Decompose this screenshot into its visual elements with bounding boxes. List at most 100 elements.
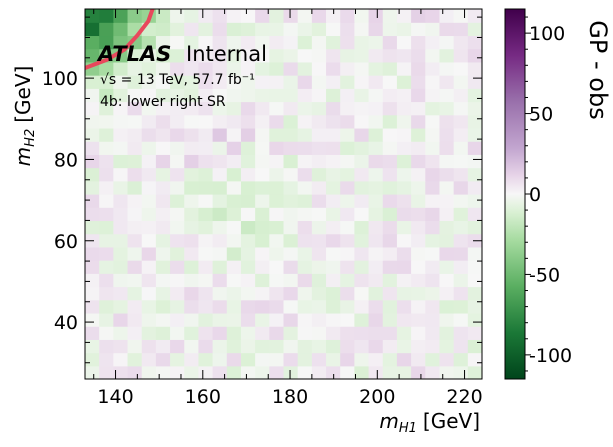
heatmap-cell [184, 167, 200, 182]
heatmap-cell [198, 233, 214, 248]
y-tick-labels: 40 60 80 100 [42, 68, 78, 334]
heatmap-cell [467, 180, 482, 195]
heatmap-cell [113, 9, 129, 23]
heatmap-cell [226, 286, 242, 301]
heatmap-cell [226, 88, 242, 103]
heatmap-cell [240, 9, 256, 23]
heatmap-cell [354, 127, 370, 142]
heatmap-cell [198, 101, 214, 116]
heatmap-cell [212, 9, 228, 23]
heatmap-cell [198, 114, 214, 129]
heatmap-cell [113, 194, 129, 208]
heatmap-cell [141, 365, 157, 379]
heatmap-cell [368, 127, 384, 142]
heatmap-cell [340, 127, 355, 142]
heatmap-cell [255, 352, 270, 367]
heatmap-cell [354, 9, 370, 23]
heatmap-cell [297, 299, 313, 314]
heatmap-cell [141, 194, 157, 208]
heatmap-cell [382, 61, 398, 76]
heatmap-cell [340, 48, 355, 63]
heatmap-cell [198, 141, 214, 155]
heatmap-cell [226, 233, 242, 248]
heatmap-cell [382, 101, 398, 116]
heatmap-cell [255, 286, 270, 301]
heatmap-cell [439, 154, 455, 169]
heatmap-cell [297, 35, 313, 50]
heatmap-cell [170, 352, 185, 367]
heatmap-cell [453, 352, 469, 367]
heatmap-cell [198, 339, 214, 354]
heatmap-cell [411, 127, 426, 142]
heatmap-cell [240, 246, 256, 261]
heatmap-cell [311, 260, 327, 274]
heatmap-cell [141, 207, 157, 222]
heatmap-cell [326, 167, 341, 182]
heatmap-cell [453, 167, 469, 182]
heatmap-cell [240, 339, 256, 354]
heatmap-cell [141, 154, 157, 169]
heatmap-cell [184, 365, 200, 379]
heatmap-cell [113, 246, 129, 261]
heatmap-cell [396, 352, 412, 367]
heatmap-cell [198, 48, 214, 63]
heatmap-cell [141, 339, 157, 354]
heatmap-cell [354, 365, 370, 379]
heatmap-cell [439, 75, 455, 89]
heatmap-cell [141, 127, 157, 142]
heatmap-cell [269, 101, 285, 116]
heatmap-cell [297, 312, 313, 327]
heatmap-cell [311, 141, 327, 155]
heatmap-cell [396, 35, 412, 50]
heatmap-cell [212, 194, 228, 208]
heatmap-cell [240, 352, 256, 367]
heatmap-cell [85, 220, 100, 235]
heatmap-cell [467, 22, 482, 37]
heatmap-cell [240, 75, 256, 89]
heatmap-cell [396, 88, 412, 103]
heatmap-cell [184, 154, 200, 169]
heatmap-cell [368, 35, 384, 50]
heatmap-cell [198, 326, 214, 340]
heatmap-cell [396, 326, 412, 340]
heatmap-cell [240, 61, 256, 76]
heatmap-cell [411, 22, 426, 37]
heatmap-cell [269, 207, 285, 222]
heatmap-cell [184, 352, 200, 367]
heatmap-cell [411, 326, 426, 340]
heatmap-cell [382, 194, 398, 208]
heatmap-cell [311, 352, 327, 367]
heatmap-cell [198, 286, 214, 301]
heatmap-cell [283, 180, 299, 195]
heatmap-cell [382, 299, 398, 314]
heatmap-cell [226, 75, 242, 89]
heatmap-cell [411, 35, 426, 50]
heatmap-cell [99, 22, 114, 37]
heatmap-cell [340, 114, 355, 129]
heatmap-cell [439, 352, 455, 367]
heatmap-cell [411, 48, 426, 63]
heatmap-cell [85, 101, 100, 116]
heatmap-cell [340, 22, 355, 37]
heatmap-cell [155, 286, 171, 301]
heatmap-cell [99, 220, 114, 235]
heatmap-cell [368, 194, 384, 208]
heatmap-cell [368, 233, 384, 248]
heatmap-cell [170, 48, 185, 63]
heatmap-cell [453, 233, 469, 248]
heatmap-cell [170, 312, 185, 327]
heatmap-cell [99, 141, 114, 155]
heatmap-cell [425, 114, 441, 129]
heatmap-cell [453, 365, 469, 379]
heatmap-cell [467, 220, 482, 235]
heatmap-cell [226, 9, 242, 23]
heatmap-cell [184, 9, 200, 23]
heatmap-cell [326, 365, 341, 379]
axis-ticks [85, 9, 482, 379]
heatmap-cell [368, 207, 384, 222]
heatmap-cell [240, 35, 256, 50]
heatmap-cell [141, 352, 157, 367]
heatmap-cell [155, 75, 171, 89]
heatmap-cell [170, 246, 185, 261]
heatmap-cell [212, 260, 228, 274]
